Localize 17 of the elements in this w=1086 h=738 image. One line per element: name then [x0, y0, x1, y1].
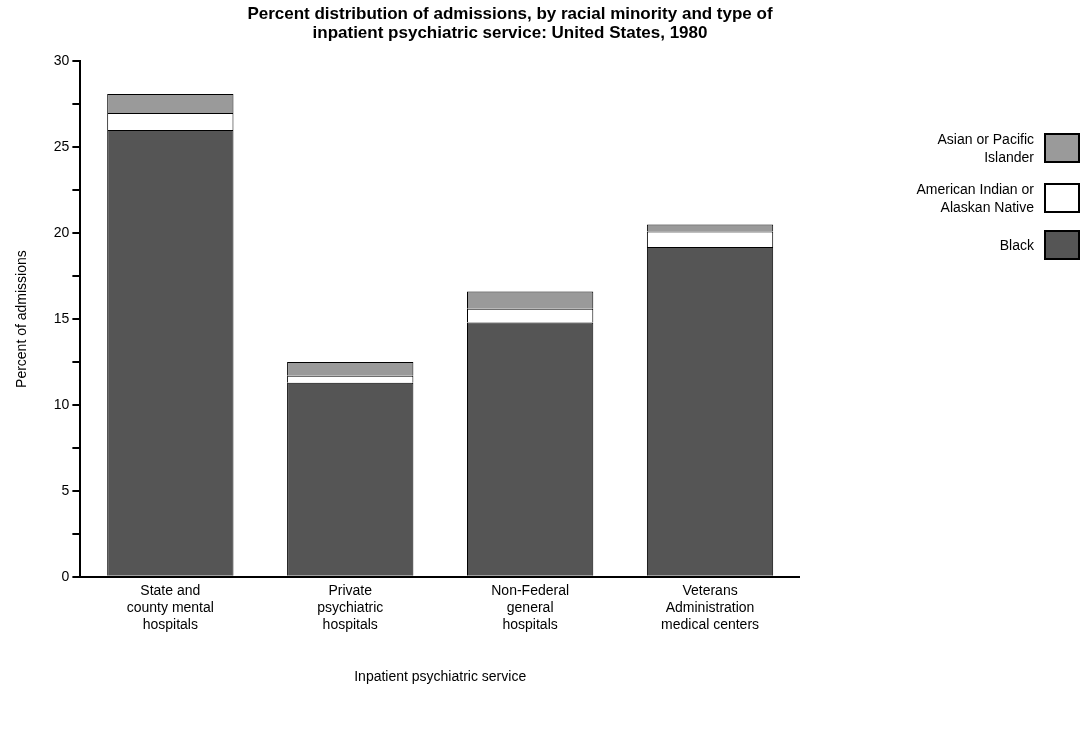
x-tick-label: Non-Federal general hospitals — [491, 582, 570, 632]
y-tick-label: 10 — [53, 395, 70, 412]
y-tick-label: 0 — [61, 567, 70, 584]
x-axis-title: Inpatient psychiatric service — [354, 668, 527, 685]
y-tick-label: 30 — [53, 52, 70, 69]
chart-title: Percent distribution of admissions, by racial minority and type of inpatient psychiatric service: United States, 1980 — [246, 4, 774, 42]
legend-label: Black — [998, 236, 1034, 254]
y-tick-label: 20 — [53, 224, 70, 241]
text: American Indian or Alaskan Native — [915, 180, 1034, 216]
y-tick-label: 25 — [53, 138, 70, 155]
x-tick-label: Veterans Administration medical centers — [661, 582, 760, 632]
legend-label: Asian or Pacific Islander — [936, 130, 1034, 166]
y-axis-title: Percent of admissions — [13, 250, 30, 388]
y-tick-label: 15 — [53, 309, 70, 326]
x-tick-label: State and county mental hospitals — [126, 582, 214, 632]
y-tick-label: 5 — [61, 481, 70, 498]
x-tick-label: Private psychiatric hospitals — [317, 582, 384, 632]
